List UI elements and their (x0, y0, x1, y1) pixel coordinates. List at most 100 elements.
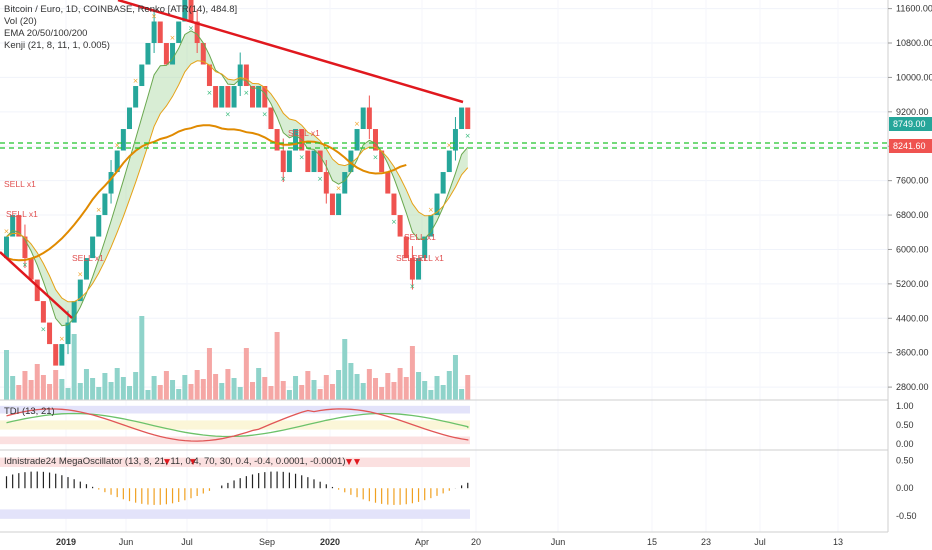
volume-bar (176, 389, 182, 400)
osc-signal-marker (164, 459, 170, 466)
osc-signal-marker (346, 459, 352, 466)
volume-bar (139, 316, 145, 400)
price-tick-label: 11600.00 (896, 4, 932, 14)
dashed-price-tag (889, 139, 932, 153)
renko-brick (157, 21, 163, 44)
oscillator-axis: 0.50 0.00 -0.50 (896, 455, 917, 521)
renko-brick (90, 236, 96, 259)
renko-brick (256, 86, 262, 108)
renko-brick (243, 64, 249, 87)
volume-bar (379, 387, 385, 400)
renko-brick (354, 129, 360, 151)
osc-tick-label: 0.00 (896, 483, 914, 493)
renko-brick (348, 150, 354, 173)
volume-bar (416, 372, 422, 400)
renko-brick (416, 258, 422, 280)
volume-bar (409, 346, 415, 400)
renko-brick (206, 64, 212, 87)
kenji-marker: × (262, 111, 268, 119)
price-axis[interactable]: 11600.0010800.0010000.009200.008400.0076… (888, 4, 932, 392)
ema-50-line (6, 60, 469, 303)
volume-bar (397, 368, 403, 400)
ema-200-line (6, 124, 407, 262)
price-panel[interactable] (0, 0, 888, 400)
ema-cloud (6, 30, 468, 326)
kenji-marker: × (354, 120, 360, 128)
volume-bar (317, 389, 323, 400)
kenji-marker: × (225, 111, 231, 119)
volume-bar (262, 377, 268, 400)
tdi-axis: 1.00 0.50 0.00 (896, 401, 914, 449)
renko-brick (170, 43, 176, 65)
kenji-marker: × (206, 89, 212, 97)
renko-brick (274, 129, 280, 151)
volume-bar (305, 371, 311, 400)
kenji-marker: × (22, 261, 28, 269)
renko-brick (373, 129, 378, 151)
volume-bar (40, 375, 46, 400)
renko-brick (231, 86, 237, 108)
volume-bar (336, 370, 342, 400)
volume-bar (422, 381, 428, 400)
kenji-marker: × (373, 154, 379, 162)
volume-bar (53, 370, 59, 400)
kenji-marker: × (280, 175, 286, 183)
volume-bar (440, 385, 446, 400)
time-tick-label: Apr (415, 537, 429, 547)
renko-brick (83, 258, 89, 280)
volume-bar (83, 369, 89, 400)
volume-bar (77, 383, 83, 400)
sell-annotation: SELL x1 (404, 232, 436, 242)
volume-bar (348, 363, 354, 400)
renko-brick (403, 236, 409, 259)
renko-brick (47, 322, 53, 345)
volume-bar (329, 384, 335, 400)
renko-bricks: × × × × × × × × × × × × × × × × × × × × × × × × × × (4, 0, 471, 366)
volume-bar (157, 385, 163, 400)
volume-bar (213, 374, 219, 400)
renko-brick (379, 150, 385, 173)
tdi-panel[interactable] (0, 405, 470, 445)
renko-brick (428, 215, 434, 237)
renko-brick (317, 150, 323, 173)
oscillator-panel[interactable] (0, 457, 470, 519)
renko-brick (120, 129, 126, 151)
volume-bar (286, 390, 292, 400)
volume-bar (133, 372, 139, 400)
volume-bar (268, 386, 274, 400)
volume-bar (274, 332, 280, 400)
renko-brick (213, 86, 219, 108)
time-tick-label: Jun (119, 537, 134, 547)
volume-bar (465, 375, 471, 400)
renko-brick (71, 301, 77, 323)
volume-bar (323, 375, 329, 400)
renko-brick (422, 236, 428, 259)
renko-brick (133, 86, 139, 108)
volume-bar (293, 376, 299, 400)
oscillator-title: Idnistrade24 MegaOscillator (13, 8, 21, … (4, 456, 346, 467)
volume-bar (206, 348, 212, 400)
renko-brick (145, 43, 151, 65)
renko-brick (250, 86, 255, 108)
renko-brick (219, 86, 225, 108)
legend-title: Bitcoin / Euro, 1D, COINBASE, Renko [ATR… (4, 4, 237, 15)
price-tick-label: 6000.00 (896, 244, 929, 254)
volume-bar (360, 383, 366, 400)
volume-bar (459, 389, 465, 400)
volume-bar (434, 376, 440, 400)
renko-brick (262, 86, 268, 108)
volume-bar (354, 374, 360, 400)
kenji-marker: × (391, 218, 397, 226)
renko-brick (53, 344, 59, 366)
volume-bar (452, 355, 458, 400)
kenji-marker: × (446, 142, 452, 150)
time-tick-label: 15 (647, 537, 657, 547)
volume-bar (90, 378, 96, 400)
volume-bar (28, 380, 34, 400)
downtrend-line (117, 0, 464, 104)
renko-brick (176, 21, 182, 44)
time-axis[interactable]: 2019 Jun Jul Sep 2020 Apr 20 Jun 15 23 Jul 13 (56, 537, 843, 547)
legend-ema: EMA 20/50/100/200 (4, 28, 87, 39)
renko-brick (188, 0, 194, 22)
